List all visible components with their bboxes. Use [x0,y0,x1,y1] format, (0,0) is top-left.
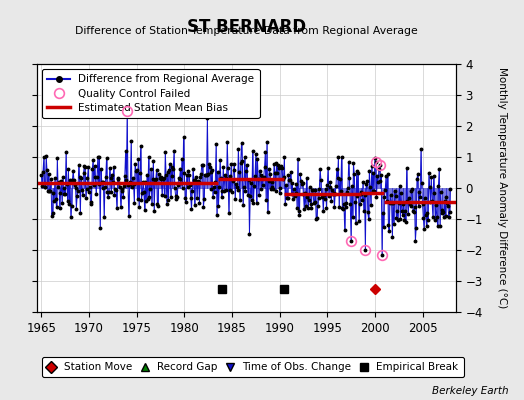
Text: Difference of Station Temperature Data from Regional Average: Difference of Station Temperature Data f… [75,26,418,36]
Y-axis label: Monthly Temperature Anomaly Difference (°C): Monthly Temperature Anomaly Difference (… [497,67,507,309]
Text: Berkeley Earth: Berkeley Earth [432,386,508,396]
Legend: Station Move, Record Gap, Time of Obs. Change, Empirical Break: Station Move, Record Gap, Time of Obs. C… [42,357,464,378]
Text: ST BERNARD: ST BERNARD [187,18,306,36]
